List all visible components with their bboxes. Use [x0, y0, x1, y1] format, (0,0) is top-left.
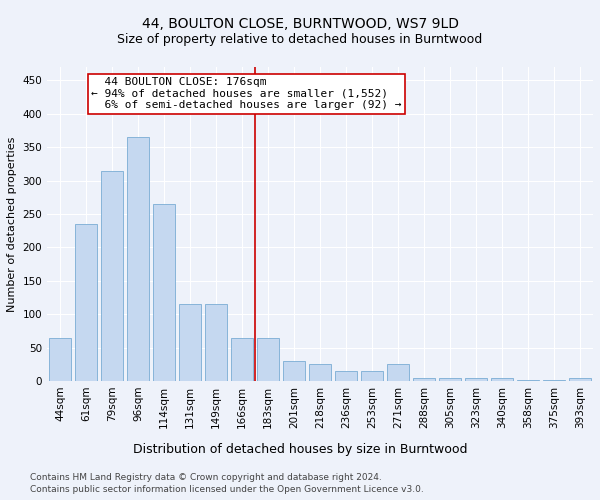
Text: Size of property relative to detached houses in Burntwood: Size of property relative to detached ho…	[118, 32, 482, 46]
Bar	[153, 204, 175, 381]
Bar	[127, 137, 149, 381]
Bar	[75, 224, 97, 381]
Text: Contains HM Land Registry data © Crown copyright and database right 2024.: Contains HM Land Registry data © Crown c…	[30, 472, 382, 482]
Bar	[439, 378, 461, 381]
Bar	[205, 304, 227, 381]
Bar	[387, 364, 409, 381]
Bar	[257, 338, 279, 381]
Bar	[413, 378, 435, 381]
Bar	[179, 304, 201, 381]
Bar	[465, 378, 487, 381]
Text: 44, BOULTON CLOSE, BURNTWOOD, WS7 9LD: 44, BOULTON CLOSE, BURNTWOOD, WS7 9LD	[142, 18, 458, 32]
Bar	[569, 378, 591, 381]
Text: 44 BOULTON CLOSE: 176sqm
← 94% of detached houses are smaller (1,552)
  6% of se: 44 BOULTON CLOSE: 176sqm ← 94% of detach…	[91, 77, 402, 110]
Bar	[101, 170, 123, 381]
Bar	[361, 371, 383, 381]
Bar	[491, 378, 513, 381]
Text: Distribution of detached houses by size in Burntwood: Distribution of detached houses by size …	[133, 442, 467, 456]
Bar	[543, 380, 565, 381]
Y-axis label: Number of detached properties: Number of detached properties	[7, 136, 17, 312]
Bar	[309, 364, 331, 381]
Bar	[49, 338, 71, 381]
Bar	[517, 380, 539, 381]
Text: Contains public sector information licensed under the Open Government Licence v3: Contains public sector information licen…	[30, 485, 424, 494]
Bar	[231, 338, 253, 381]
Bar	[283, 361, 305, 381]
Bar	[335, 371, 357, 381]
